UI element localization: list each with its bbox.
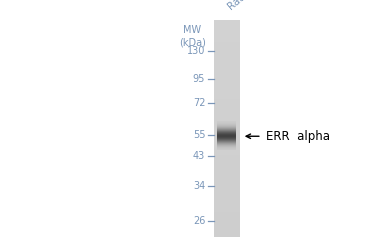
Text: 43: 43 [193,151,205,161]
Text: Rat2: Rat2 [226,0,251,11]
Text: 55: 55 [193,130,205,140]
Text: 95: 95 [193,74,205,84]
Text: MW
(kDa): MW (kDa) [179,25,206,48]
Text: 130: 130 [187,46,205,56]
Text: 34: 34 [193,181,205,191]
Text: 26: 26 [193,216,205,226]
Text: 72: 72 [193,98,205,108]
Text: ERR  alpha: ERR alpha [266,130,330,143]
